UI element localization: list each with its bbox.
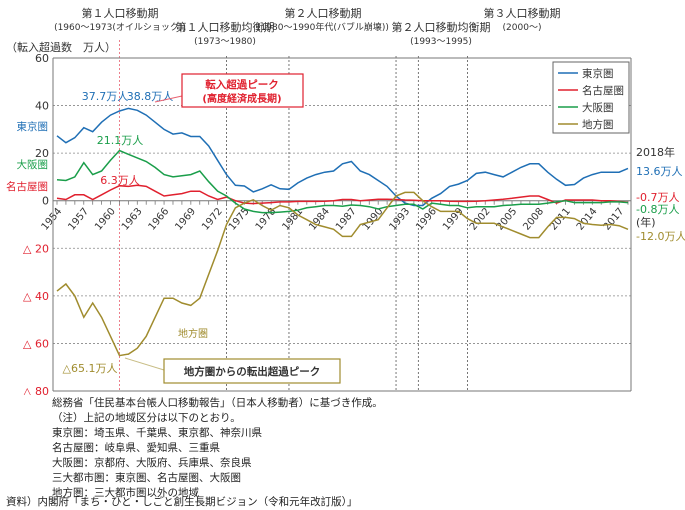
y-tick-label: △ 80 [23, 385, 49, 395]
x-tick-label: 1966 [147, 206, 172, 233]
period-title: 第３人口移動期 [484, 6, 561, 20]
y-tick-label: △ 40 [23, 290, 49, 303]
x-tick-label: 2011 [548, 206, 573, 233]
note-line: 東京圏：埼玉県、千葉県、東京都、神奈川県 [52, 427, 262, 439]
inflow-peak-subtitle: (高度経済成長期) [202, 92, 281, 105]
inflow-peak-callout [181, 73, 304, 108]
x-tick-label: 2014 [575, 206, 600, 233]
annotation-local-peak: △65.1万人 [63, 362, 118, 375]
y-tick-label: 60 [35, 52, 49, 65]
y-tick-label: 40 [35, 100, 49, 113]
end-osaka-value: -0.8万人 [636, 203, 679, 216]
side-label-tokyo: 東京圏 [17, 120, 49, 133]
period-range: (2000～) [503, 23, 542, 33]
note-line: 大阪圏：京都府、大阪府、兵庫県、奈良県 [52, 457, 252, 469]
period-title: 第１人口移動均衡期 [176, 20, 275, 34]
series-line-地方圏 [56, 191, 629, 357]
annotation-local-label: 地方圏 [178, 327, 208, 340]
x-tick-label: 1984 [307, 206, 332, 233]
note-line: 総務省「住民基本台帳人口移動報告」（日本人移動者）に基づき作成。 [52, 397, 383, 409]
note-line: 名古屋圏：岐阜県、愛知県、三重県 [52, 442, 220, 454]
period-title: 第１人口移動期 [82, 6, 159, 20]
period-title: 第２人口移動期 [285, 6, 362, 20]
outflow-peak-callout [163, 358, 341, 384]
x-tick-label: 1999 [441, 206, 466, 233]
inflow-peak-title: 転入超過ピーク [205, 78, 279, 91]
notes: 総務省「住民基本台帳人口移動報告」（日本人移動者）に基づき作成。 （注）上記の地… [52, 396, 383, 501]
y-tick-label: △ 60 [23, 337, 49, 350]
y-tick-label: 0 [42, 195, 49, 208]
end-local-value: -12.0万人 [636, 230, 685, 243]
period-range: (1993～1995) [410, 37, 472, 47]
x-tick-label: 1972 [200, 206, 225, 233]
x-axis-label: (年) [636, 215, 656, 229]
side-label-osaka: 大阪圏 [17, 158, 49, 171]
annotation-nagoya-peak: 6.3万人 [100, 174, 140, 187]
y-tick-label: △ 20 [23, 242, 49, 255]
x-tick-label: 1993 [388, 206, 413, 233]
period-range: (1973～1980) [194, 37, 256, 47]
callout-leader [154, 95, 183, 103]
end-year-label: 2018年 [636, 145, 675, 159]
side-label-nagoya: 名古屋圏 [6, 180, 48, 193]
callout-leader [124, 357, 165, 371]
series-line-東京圏 [56, 107, 629, 207]
x-tick-label: 1960 [93, 206, 118, 233]
x-tick-label: 1987 [334, 206, 359, 233]
x-tick-label: 1963 [120, 206, 145, 233]
outflow-peak-text: 地方圏からの転出超過ピーク [184, 365, 321, 378]
x-tick-label: 1969 [173, 206, 198, 233]
note-line: （注）上記の地域区分は以下のとおり。 [52, 412, 241, 424]
x-tick-label: 1954 [40, 206, 65, 233]
x-tick-label: 1996 [414, 206, 439, 233]
period-range: (1980～1990年代(バブル崩壊)) [257, 21, 389, 33]
period-title: 第２人口移動均衡期 [392, 20, 491, 34]
x-tick-label: 2008 [521, 206, 546, 233]
legend-label: 東京圏 [582, 67, 614, 80]
end-nagoya-value: -0.7万人 [636, 191, 679, 204]
note-line: 地方圏：三大都市圏以外の地域 [52, 487, 199, 499]
end-tokyo-value: 13.6万人 [636, 165, 683, 178]
source: 資料）内閣府「まち・ひと・しごと創生長期ビジョン（令和元年改訂版）」 [6, 496, 358, 508]
x-tick-label: 1978 [254, 206, 279, 233]
x-tick-label: 2017 [602, 206, 627, 233]
legend-label: 大阪圏 [582, 101, 614, 114]
period-range: (1960～1973(オイルショック)) [54, 22, 186, 33]
note-line: 三大都市圏：東京圏、名古屋圏、大阪圏 [52, 472, 241, 484]
legend-label: 地方圏 [582, 118, 614, 131]
series-line-名古屋圏 [56, 184, 629, 205]
x-tick-label: 1990 [361, 206, 386, 233]
y-axis-label: （転入超過数 万人） [6, 40, 116, 54]
x-tick-label: 2002 [468, 206, 493, 233]
x-tick-label: 1957 [66, 206, 91, 233]
y-tick-label: 20 [35, 147, 49, 160]
annotation-tokyo-1961: 37.7万人 [82, 90, 129, 103]
legend-label: 名古屋圏 [582, 84, 624, 97]
annotation-tokyo-1962: 38.8万人 [127, 90, 174, 103]
series-line-大阪圏 [56, 149, 629, 214]
legend-box [552, 61, 630, 134]
annotation-osaka-peak: 21.1万人 [97, 134, 144, 147]
